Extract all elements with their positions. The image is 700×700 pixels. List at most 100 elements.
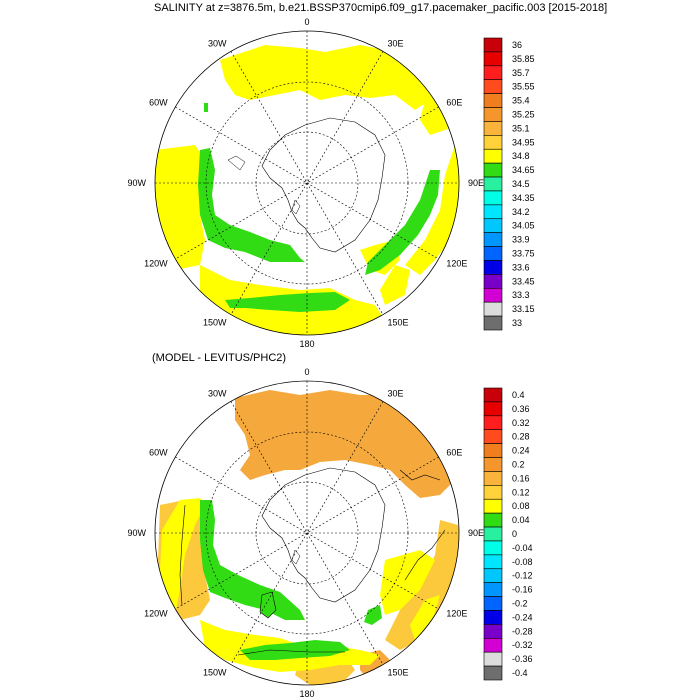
colorbar-label: 33.45 xyxy=(512,276,535,286)
colorbar-swatch xyxy=(483,637,503,653)
colorbar-label: 35.85 xyxy=(512,54,535,64)
colorbar-label: 36 xyxy=(512,40,522,50)
colorbar-label: -0.2 xyxy=(512,599,528,609)
colorbar-label: 33.6 xyxy=(512,262,530,272)
colorbar-swatch xyxy=(483,624,503,639)
longitude-label: 60W xyxy=(149,98,168,108)
colorbar-swatch xyxy=(483,204,503,220)
colorbar-swatch xyxy=(483,582,503,597)
colorbar-swatch xyxy=(483,498,503,514)
longitude-label: 0 xyxy=(304,17,309,27)
salinity-polar-map: 0 30E 60E 90E 120E 150E 180 150W 120W 90W 60W 30W xyxy=(127,17,484,349)
antarctica-outline xyxy=(261,467,386,603)
salinity-field-green xyxy=(198,103,440,312)
colorbar-swatch xyxy=(483,401,503,417)
colorbar-label: 35.25 xyxy=(512,110,535,120)
graticule xyxy=(155,31,459,335)
colorbar-swatch xyxy=(483,568,503,583)
longitude-label: 120E xyxy=(446,259,467,269)
colorbar-swatch xyxy=(483,121,503,136)
colorbar-label: -0.04 xyxy=(512,543,533,553)
colorbar-label: 0.04 xyxy=(512,515,530,525)
longitude-label: 90W xyxy=(127,528,146,538)
longitude-label: 150W xyxy=(203,317,227,327)
colorbar-swatch xyxy=(483,287,503,303)
colorbar-label: 33.3 xyxy=(512,290,530,300)
longitude-labels: 0 30E 60E 90E 120E 150E 180 150W 120W 90W 60W 30W xyxy=(127,367,484,699)
colorbar-swatch xyxy=(483,526,503,542)
colorbar-label: -0.32 xyxy=(512,640,533,650)
colorbar-swatch xyxy=(483,79,503,94)
colorbar-label: -0.16 xyxy=(512,585,533,595)
longitude-label: 150E xyxy=(388,667,409,677)
colorbar-swatch xyxy=(483,485,503,500)
colorbar-label: 0.12 xyxy=(512,487,530,497)
colorbar-swatch xyxy=(483,218,503,233)
colorbar-label: 35.4 xyxy=(512,96,530,106)
colorbar-label: -0.36 xyxy=(512,654,533,664)
colorbar-swatch xyxy=(483,135,503,150)
colorbar-swatch xyxy=(483,596,503,611)
longitude-label: 120W xyxy=(144,609,168,619)
colorbar-label: 34.5 xyxy=(512,179,530,189)
colorbar-label: 34.95 xyxy=(512,137,535,147)
colorbar-swatch xyxy=(483,651,503,667)
contour-lines xyxy=(179,469,446,656)
longitude-label: 120W xyxy=(144,259,168,269)
colorbar-label: 33 xyxy=(512,318,522,328)
colorbar-swatch xyxy=(483,232,503,247)
colorbar-label: -0.12 xyxy=(512,571,533,581)
colorbar-swatch xyxy=(483,65,503,81)
colorbar-swatch xyxy=(483,162,503,178)
longitude-label: 30E xyxy=(388,39,404,49)
longitude-label: 30W xyxy=(208,389,227,399)
colorbar-swatch xyxy=(483,107,503,122)
longitude-label: 60W xyxy=(149,448,168,458)
colorbar-label: 35.7 xyxy=(512,68,530,78)
map-boundary xyxy=(154,30,460,336)
antarctica-outline xyxy=(261,117,386,253)
longitude-label: 60E xyxy=(446,98,462,108)
longitude-label: 90E xyxy=(468,528,484,538)
panel-title-salinity: SALINITY at z=3876.5m, b.e21.BSSP370cmip… xyxy=(154,2,608,14)
colorbar-swatch xyxy=(483,274,503,289)
longitude-label: 90E xyxy=(468,178,484,188)
longitude-label: 90W xyxy=(127,178,146,188)
colorbar-swatch xyxy=(483,315,503,331)
colorbar-label: 34.35 xyxy=(512,193,535,203)
colorbar-label: 0.28 xyxy=(512,432,530,442)
colorbar-label: -0.08 xyxy=(512,557,533,567)
colorbar-label: 0.24 xyxy=(512,446,530,456)
panel-title-difference: (MODEL - LEVITUS/PHC2) xyxy=(152,352,287,364)
colorbar-label: 0 xyxy=(512,529,517,539)
longitude-label: 30W xyxy=(208,39,227,49)
colorbar-label: 0.4 xyxy=(512,390,525,400)
colorbar-swatch xyxy=(483,540,503,556)
longitude-label: 0 xyxy=(304,367,309,377)
colorbar-label: 0.16 xyxy=(512,473,530,483)
colorbar-label: 0.36 xyxy=(512,404,530,414)
colorbar-swatch xyxy=(483,51,503,67)
colorbar-label: 35.1 xyxy=(512,123,530,133)
colorbar-difference: 0.4 0.36 0.32 0.28 0.24 0.2 0.16 0.12 0.08 0.04 0 -… xyxy=(483,387,533,681)
graticule xyxy=(155,381,459,685)
colorbar-label: 0.08 xyxy=(512,501,530,511)
map-boundary xyxy=(154,380,460,686)
colorbar-swatch xyxy=(483,246,503,261)
colorbar-swatch xyxy=(483,665,503,681)
colorbar-swatch xyxy=(483,457,503,472)
colorbar-label: 33.15 xyxy=(512,304,535,314)
longitude-label: 30E xyxy=(388,389,404,399)
longitude-label: 150W xyxy=(203,667,227,677)
colorbar-label: 34.05 xyxy=(512,221,535,231)
colorbar-label: -0.24 xyxy=(512,612,533,622)
colorbar-swatch xyxy=(483,190,503,206)
colorbar-swatch xyxy=(483,610,503,625)
colorbar-salinity: 36 35.85 35.7 35.55 35.4 35.25 35.1 34.95 34.8 34… xyxy=(483,37,535,331)
colorbar-swatch xyxy=(483,443,503,458)
colorbar-label: 0.2 xyxy=(512,460,525,470)
colorbar-swatch xyxy=(483,301,503,317)
colorbar-label: 34.2 xyxy=(512,207,530,217)
colorbar-swatch xyxy=(483,176,503,192)
